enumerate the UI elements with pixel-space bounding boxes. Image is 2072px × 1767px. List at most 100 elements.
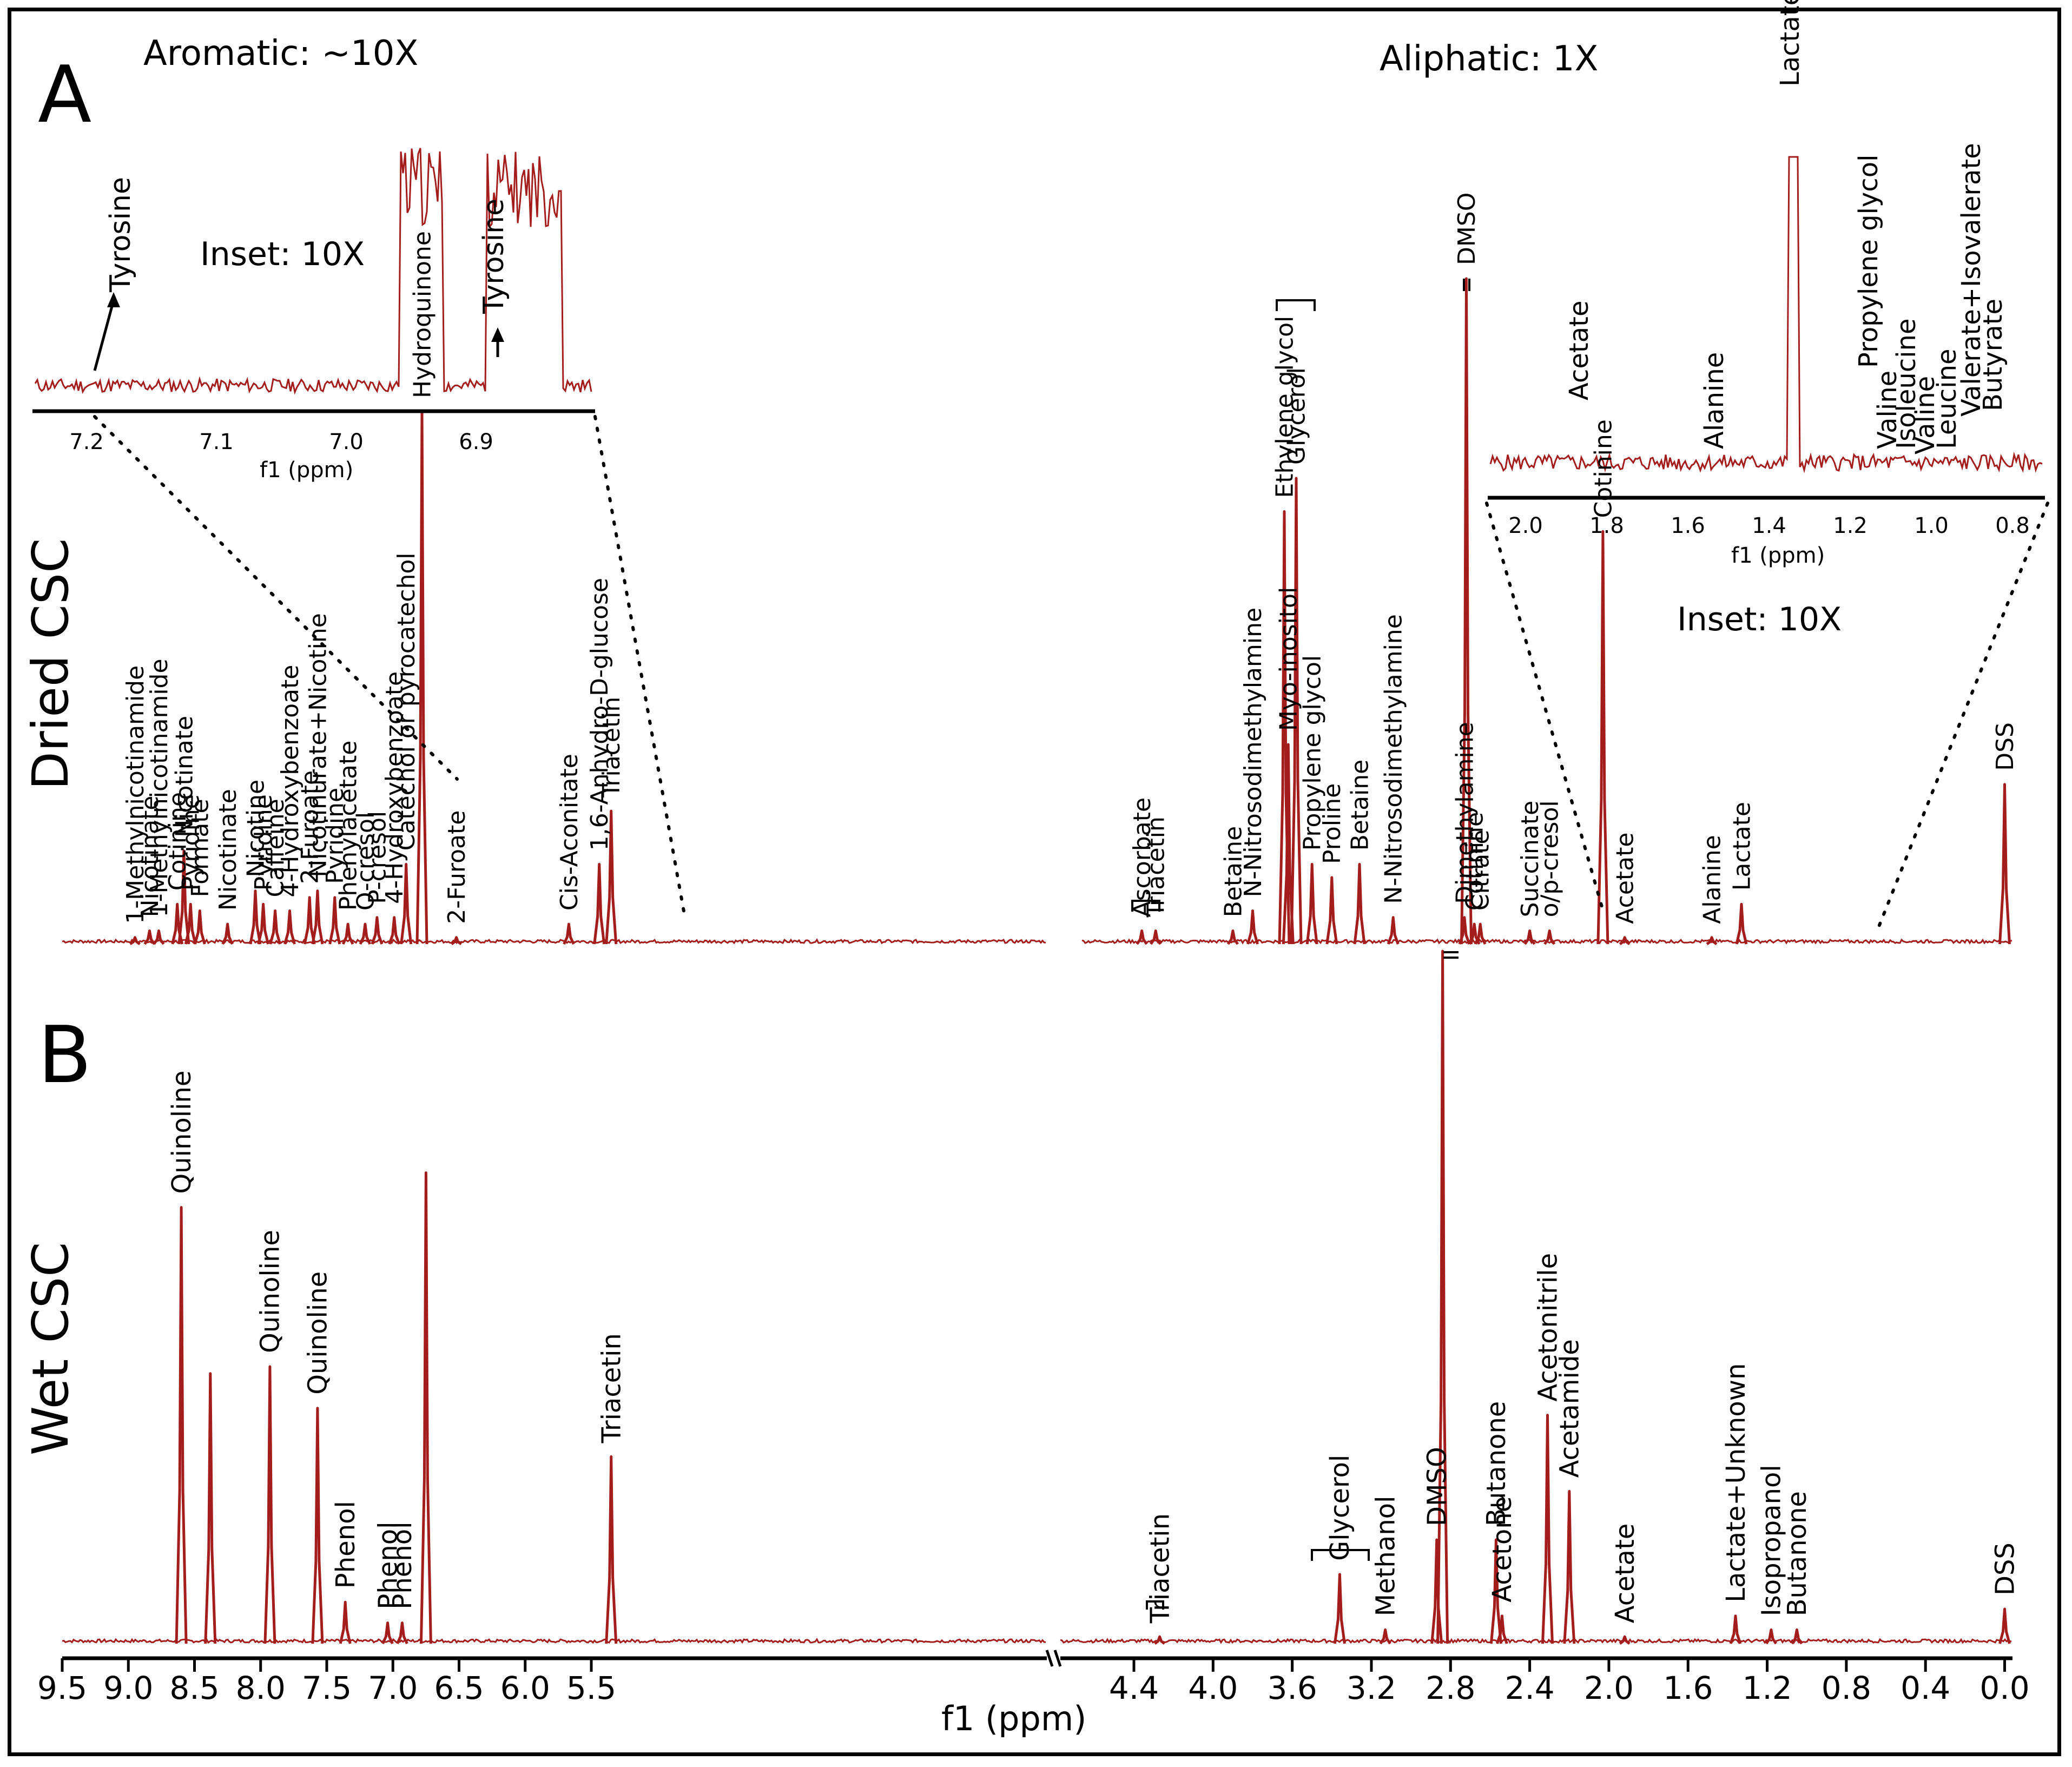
spectrum-peak [381, 1621, 394, 1645]
peak-label: 1-Methylnicotinamide [146, 658, 173, 917]
x-tick-label: 0.0 [1979, 1670, 2029, 1706]
peak-label: Propylene glycol [1299, 655, 1327, 851]
x-tick-label: 2.0 [1584, 1670, 1634, 1706]
x-tick-label: 7.0 [368, 1670, 418, 1706]
x-tick-label: 9.0 [103, 1670, 153, 1706]
inset-aromatic-spectrum [34, 148, 592, 395]
spectrum-peak [1729, 1614, 1742, 1644]
peak-label: Nicotinurate+Nicotine [304, 613, 332, 877]
peak-label: Acetone [1487, 1496, 1517, 1603]
peak-label: o/p-cresol [1536, 800, 1564, 917]
dmso-break-mark-b [1443, 951, 1459, 959]
x-tick-label: 7.5 [302, 1670, 352, 1706]
spectrum-peak [311, 889, 324, 945]
inset-tick-label: 1.8 [1589, 513, 1624, 538]
peak-label: Acetate [1610, 1524, 1640, 1624]
inset-annotation: Isoleucine [1891, 319, 1922, 450]
peak-label: DSS [1991, 722, 2019, 771]
x-tick-label: 0.8 [1822, 1670, 1871, 1706]
inset-aromatic-title: Inset: 10X [200, 235, 365, 273]
spectrum-peak [1791, 1628, 1803, 1645]
peak-label: P-cresol [364, 811, 391, 904]
inset-annotation: Valine [1910, 376, 1941, 454]
inset-aliphatic-title: Inset: 10X [1677, 601, 1842, 638]
spectrum-peak [1379, 1628, 1391, 1645]
x-tick-label: 6.5 [434, 1670, 484, 1706]
peak-label: Pyridine [177, 794, 205, 891]
figure-frame [8, 8, 2061, 1756]
peak-label: 1-Methylnicotinamide [122, 665, 149, 924]
spectrum-peak [388, 916, 401, 945]
peak-label: Ethylene glycol [1271, 316, 1298, 498]
spectrum-peak [341, 922, 354, 945]
spectrum-peak [1282, 743, 1295, 945]
spectrum-peak [257, 902, 270, 945]
x-tick-label: 4.0 [1188, 1670, 1238, 1706]
spectrum-peak [419, 1171, 432, 1644]
inset-tick-label: 7.2 [69, 430, 104, 454]
region-aromatic-title: Aromatic: ~10X [143, 34, 418, 74]
inset-annotation: Propylene glycol [1853, 155, 1884, 368]
spectrum-peak [1735, 902, 1748, 945]
spectrum-peak [339, 1600, 352, 1644]
peak-label: O-cresol [352, 812, 379, 911]
peak-label: Triacetin [597, 1333, 627, 1443]
inset-aromatic-xlabel: f1 (ppm) [260, 458, 353, 483]
peak-label: N-Nitrosodimethylamine [1380, 614, 1408, 904]
inset-aliphatic: Inset: 10X f1 (ppm) 2.0 1.8 1.6 1.4 1.2 1.0 0.… [1488, 0, 2045, 638]
spectrum-peak [371, 916, 384, 945]
peak-label: Alanine [1699, 835, 1726, 924]
region-aliphatic-title: Aliphatic: 1X [1380, 39, 1598, 79]
peak-label: Nicotinate [170, 716, 198, 838]
spectrum-peak [605, 1455, 618, 1644]
annotation-label: Tyrosine [104, 177, 137, 293]
spectrum-baseline [62, 1638, 1046, 1644]
peak-label: 2-Furoate [443, 810, 471, 924]
peak-label: Cotinine [164, 792, 192, 891]
peak-label: Butanone [1782, 1491, 1812, 1616]
peak-label: Phenol [373, 1522, 403, 1610]
spectrum-peak [1523, 929, 1536, 945]
spectrum-dried-csc [62, 277, 2012, 946]
inset-trace [34, 148, 592, 395]
peak-label: Succinate [1516, 801, 1544, 918]
inset-trace [1489, 156, 2043, 473]
spectrum-peak [1496, 1614, 1508, 1644]
dmso-break-mark-a [1463, 279, 1470, 291]
peak-label: Citrate [1467, 830, 1495, 911]
peak-label: Triacetin [1145, 1513, 1175, 1624]
spectrum-peak [311, 1407, 324, 1644]
spectrum-peak [1333, 1573, 1346, 1644]
x-axis: 9.5 9.0 8.5 8.0 7.5 7.0 6.5 6.0 5.5 4.4 4.0 3.6 3.2 2… [37, 1650, 2030, 1706]
peak-label: Myo-inositol [1275, 587, 1303, 731]
inset-tick-label: 1.6 [1671, 513, 1705, 538]
spectrum-peak [1290, 477, 1303, 945]
inset-tick-label: 7.0 [329, 430, 364, 454]
peak-label: 4-Hydroxybenzoate [276, 665, 304, 898]
spectrum-peak [563, 922, 575, 945]
peak-label: Nicotine [242, 780, 269, 878]
inset-aromatic-tyrosine-1: Tyrosine [93, 177, 137, 371]
peak-label: Phenol [331, 1501, 361, 1588]
peak-label: Lactate+Unknown [1721, 1363, 1751, 1603]
peak-label: Betaine [1346, 760, 1374, 851]
inset-aliphatic-spectrum [1489, 156, 2043, 473]
peak-label: Butanone [1481, 1401, 1512, 1526]
inset-tick-label: 1.4 [1752, 513, 1786, 538]
spectrum-peak [221, 922, 234, 945]
peak-label: Catechol or pyrocatechol [393, 552, 420, 850]
x-tick-label: 3.2 [1347, 1670, 1396, 1706]
panel-a-peak-labels: 1-MethylnicotinamideNicotinate1-Methylni… [122, 193, 2019, 924]
x-tick-label: 4.4 [1109, 1670, 1159, 1706]
inset-tick-label: 1.2 [1833, 513, 1868, 538]
spectrum-wet-csc [62, 950, 2012, 1645]
peak-label: Phenylacetate [335, 741, 362, 911]
x-tick-label: 2.8 [1426, 1670, 1475, 1706]
spectrum-peak [193, 909, 206, 945]
peak-label: Acetate [1612, 833, 1639, 924]
peak-label: Quinoline [303, 1271, 333, 1395]
peak-label: Caffeine [262, 799, 289, 897]
